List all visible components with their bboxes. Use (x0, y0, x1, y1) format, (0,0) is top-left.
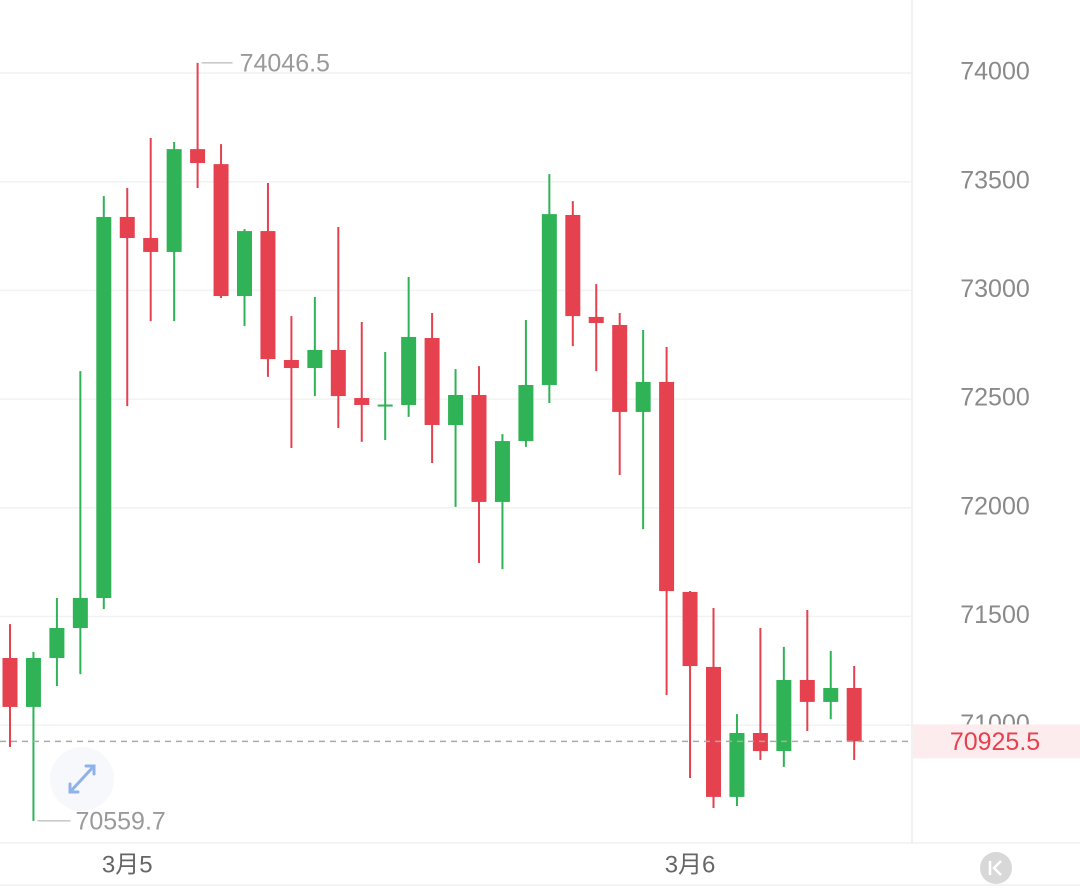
candle-body (846, 688, 862, 742)
candle-body (96, 216, 112, 599)
expand-icon (68, 764, 96, 794)
candle-body (2, 658, 18, 707)
y-tick-label: 71500 (960, 601, 1030, 629)
y-tick-label: 72000 (960, 492, 1030, 520)
candle-body (729, 733, 745, 797)
rewind-bg (980, 852, 1012, 884)
candle-body (799, 679, 815, 702)
candle-body (377, 404, 393, 407)
candle-body (25, 658, 41, 707)
rewind-icon (988, 860, 1002, 876)
candle-body (635, 381, 651, 412)
x-tick-label: 3月6 (665, 851, 716, 878)
x-tick-label: 3月5 (102, 851, 153, 878)
candle-body (166, 149, 182, 252)
low-label: 70559.7 (75, 808, 165, 836)
candle-body (682, 591, 698, 667)
plot (0, 62, 912, 822)
candle-body (659, 381, 675, 592)
candle-body (776, 679, 792, 752)
candle-body (612, 324, 628, 412)
candle-body (401, 336, 417, 405)
candle-body (143, 238, 159, 252)
expand-button[interactable] (50, 747, 114, 811)
y-tick-label: 73500 (960, 166, 1030, 194)
candle-body (706, 666, 721, 797)
candle-body (494, 441, 510, 502)
candle-body (237, 231, 252, 297)
candle-body (190, 149, 206, 164)
candle-body (330, 349, 346, 397)
candle-body (448, 394, 464, 425)
last-price-label: 70925.5 (950, 728, 1040, 756)
candle-body (424, 338, 440, 425)
candle-body (565, 214, 581, 317)
candle-body (213, 164, 229, 297)
candle-body (588, 316, 604, 324)
y-tick-label: 73000 (960, 275, 1030, 303)
candle-body (823, 688, 839, 702)
candle-body (72, 598, 88, 629)
candle-body (307, 349, 323, 369)
candle-body (518, 384, 534, 442)
candle-body (260, 231, 276, 360)
high-label: 74046.5 (240, 50, 330, 78)
candle-body (283, 359, 299, 369)
candle-body (49, 628, 65, 659)
last-price-tag (913, 724, 1080, 759)
y-tick-label: 72500 (960, 384, 1030, 412)
candle-body (119, 216, 135, 239)
candle-body (354, 398, 370, 405)
y-tick-label: 74000 (960, 58, 1030, 86)
rewind-button[interactable] (980, 852, 1012, 884)
candle-body (541, 214, 557, 385)
candle-body (471, 394, 487, 502)
